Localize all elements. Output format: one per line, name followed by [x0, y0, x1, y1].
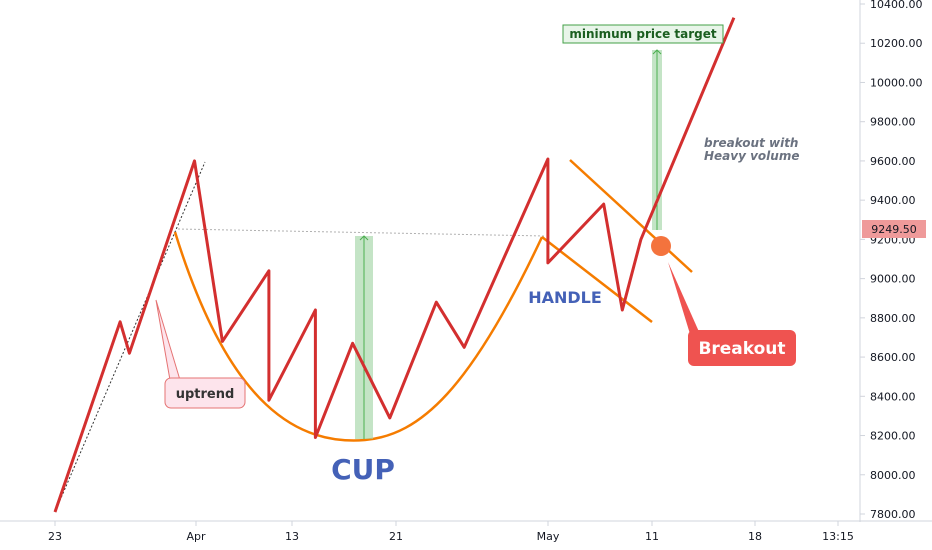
- uptrend-label: uptrend: [176, 387, 235, 402]
- price-marker-box: [862, 220, 926, 238]
- y-tick-label: 10200.00: [870, 37, 923, 50]
- target-arrowhead: [652, 49, 662, 55]
- breakout-box: [688, 330, 796, 366]
- y-tick-label: 9000.00: [870, 273, 916, 286]
- price-line: [53, 17, 736, 513]
- x-tick-label: 23: [48, 530, 62, 543]
- y-tick-label: 8800.00: [870, 312, 916, 325]
- y-tick-label: 8600.00: [870, 351, 916, 364]
- breakout-note-line1: breakout with: [704, 136, 798, 150]
- y-tick-label: 7800.00: [870, 508, 916, 521]
- resistance-dotted-line: [177, 228, 546, 237]
- breakout-pointer: [668, 262, 700, 334]
- target-label: minimum price target: [569, 27, 717, 41]
- x-tick-label: 21: [389, 530, 403, 543]
- handle-upper-line: [569, 159, 693, 273]
- uptrend-dotted-line: [54, 161, 206, 513]
- breakout-note-line2: Heavy volume: [704, 149, 799, 163]
- x-tick-label: 18: [748, 530, 762, 543]
- x-tick-label: Apr: [186, 530, 206, 543]
- x-tick-label: 13:15: [822, 530, 854, 543]
- handle-label: HANDLE: [528, 288, 602, 307]
- y-tick-label: 9800.00: [870, 116, 916, 129]
- uptrend-pointer: [155, 299, 181, 381]
- cup-depth-arrowhead: [359, 235, 369, 241]
- y-tick-label: 8000.00: [870, 469, 916, 482]
- uptrend-box: [164, 377, 246, 409]
- breakout-label: Breakout: [698, 339, 785, 359]
- price-marker-label: 9249.50: [871, 223, 917, 236]
- cup-label: CUP: [331, 453, 395, 486]
- y-tick-label: 9400.00: [870, 194, 916, 207]
- y-tick-label: 10400.00: [870, 0, 923, 11]
- y-tick-label: 10000.00: [870, 76, 923, 89]
- cup-curve: [173, 231, 544, 442]
- x-tick-label: May: [537, 530, 560, 543]
- y-tick-label: 8400.00: [870, 390, 916, 403]
- y-axis-ticks: 10400.00 10200.00 10000.00 9800.00 9600.00 94…: [860, 0, 923, 521]
- y-tick-label: 9600.00: [870, 155, 916, 168]
- y-tick-label: 8200.00: [870, 430, 916, 443]
- breakout-dot: [651, 236, 671, 256]
- target-box: [562, 24, 724, 44]
- x-tick-label: 11: [645, 530, 659, 543]
- x-axis-ticks: 23 Apr 13 21 May 11 18 13:15: [48, 521, 854, 543]
- x-tick-label: 13: [285, 530, 299, 543]
